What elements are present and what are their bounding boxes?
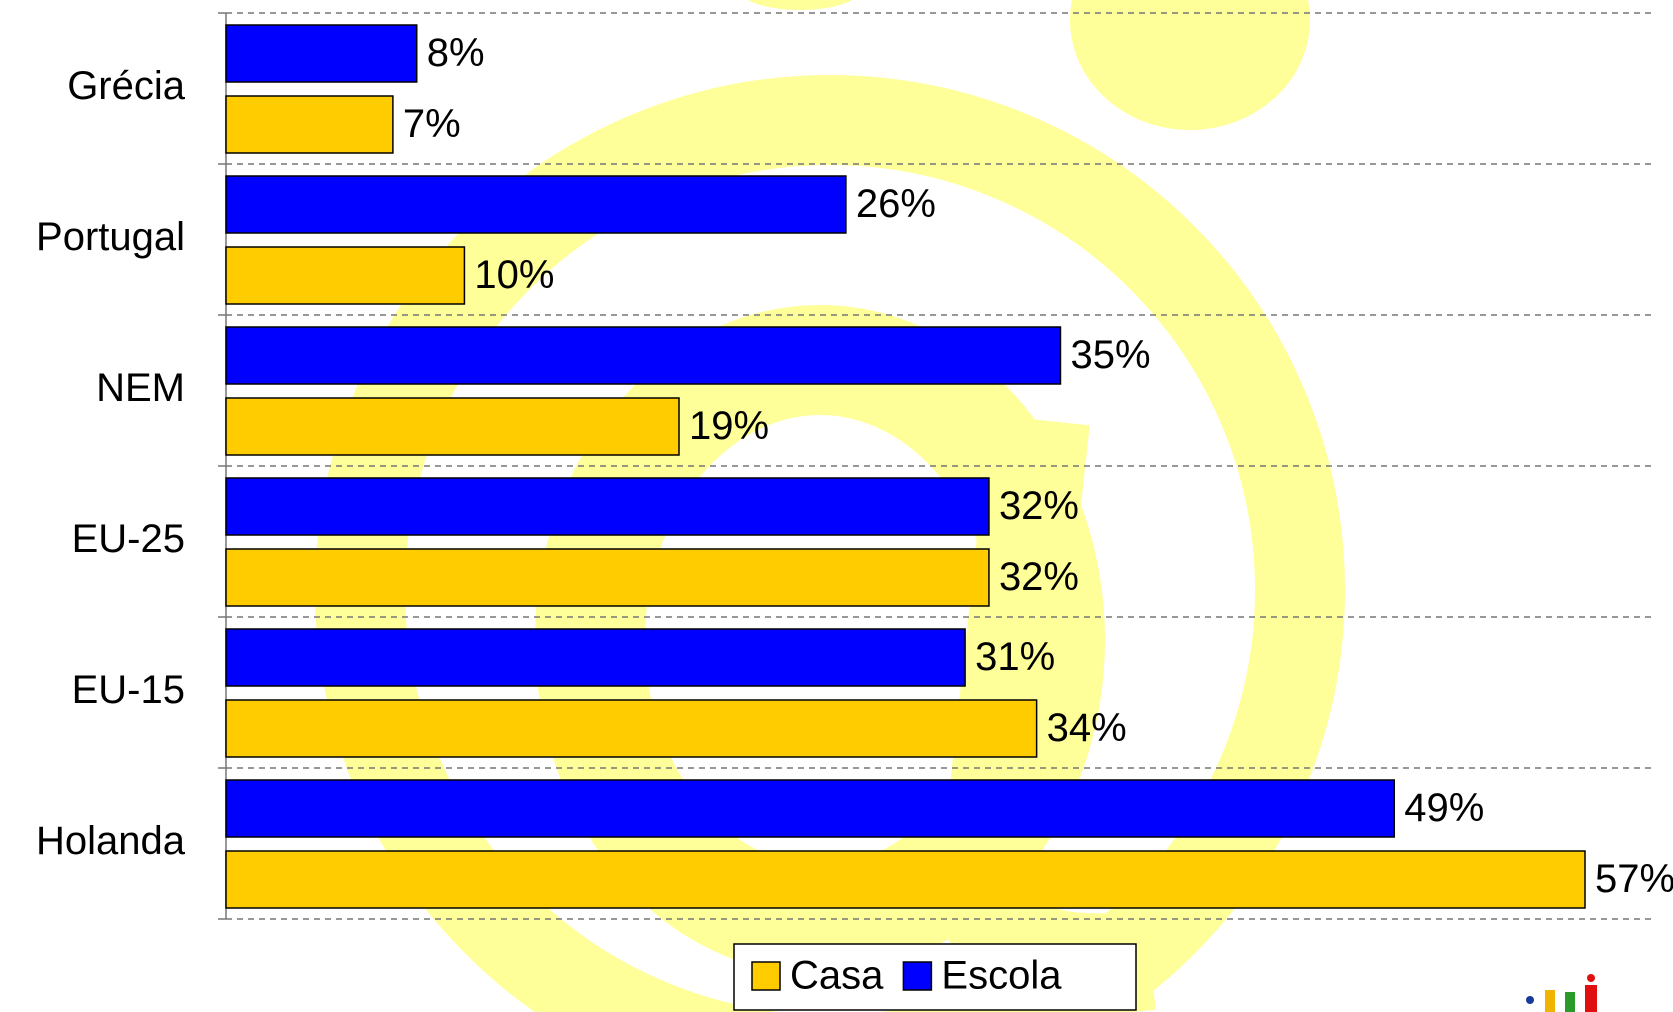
value-label: 7% — [403, 102, 461, 146]
legend-label: Escola — [941, 954, 1062, 998]
value-label: 32% — [999, 555, 1079, 599]
bar — [226, 327, 1060, 384]
legend: Casa Escola — [734, 944, 1136, 1010]
legend-label: Casa — [790, 954, 884, 998]
bar — [226, 851, 1585, 908]
bar — [226, 780, 1394, 837]
y-tick-label: EU-25 — [72, 517, 185, 561]
bar — [226, 96, 393, 153]
value-label: 35% — [1070, 333, 1150, 377]
value-label: 10% — [474, 253, 554, 297]
logo — [1526, 974, 1597, 1012]
legend-swatch — [752, 962, 780, 990]
value-label: 34% — [1047, 706, 1127, 750]
y-tick-label: Grécia — [67, 64, 186, 108]
value-label: 32% — [999, 484, 1079, 528]
bar — [226, 700, 1037, 757]
bar — [226, 247, 464, 304]
y-tick-label: Portugal — [36, 215, 185, 259]
chart: Grécia 8% 7% Portugal 26% 10% NEM 35% 19% EU-25 32… — [0, 0, 1673, 1012]
y-tick-label: NEM — [96, 366, 185, 410]
bar — [226, 176, 846, 233]
value-label: 31% — [975, 635, 1055, 679]
value-label: 26% — [856, 182, 936, 226]
bar — [226, 629, 965, 686]
bar — [226, 549, 989, 606]
legend-swatch — [903, 962, 931, 990]
value-label: 57% — [1595, 857, 1673, 901]
bar — [226, 478, 989, 535]
y-tick-label: EU-15 — [72, 668, 185, 712]
bar — [226, 25, 417, 82]
value-label: 49% — [1404, 786, 1484, 830]
y-tick-label: Holanda — [36, 819, 186, 863]
value-label: 19% — [689, 404, 769, 448]
bar — [226, 398, 679, 455]
value-label: 8% — [427, 31, 485, 75]
